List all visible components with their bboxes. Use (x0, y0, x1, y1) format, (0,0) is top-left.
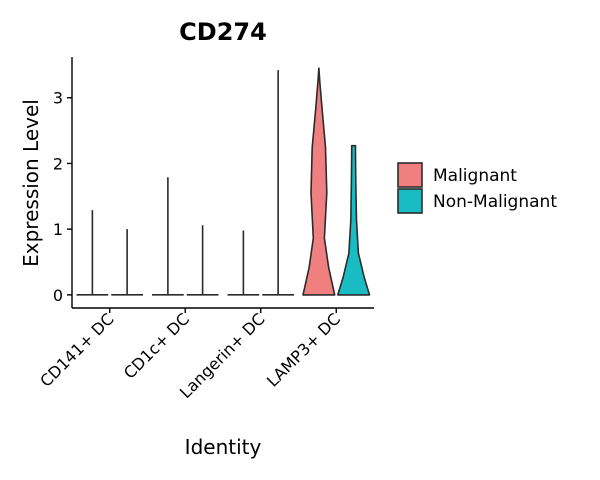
violin-malignant (76, 210, 109, 296)
x-tick-label: LAMP3+ DC (263, 309, 344, 390)
y-tick-label: 1 (53, 220, 63, 239)
violin-non-malignant (262, 70, 294, 296)
legend: Malignant Non-Malignant (397, 162, 557, 214)
violin-malignant (302, 67, 336, 296)
y-ticks-group: 0 1 2 3 (53, 89, 72, 305)
y-tick-label: 0 (53, 286, 63, 305)
legend-swatch-non-malignant (397, 188, 423, 214)
legend-label: Malignant (433, 166, 517, 186)
violin-malignant (227, 230, 260, 296)
legend-label: Non-Malignant (433, 192, 557, 212)
y-tick-label: 2 (53, 154, 63, 173)
violin-non-malignant (337, 144, 371, 296)
violin-non-malignant (186, 225, 219, 296)
violin-non-malignant (111, 229, 143, 296)
y-tick-label: 3 (53, 89, 63, 108)
violin-malignant (152, 177, 184, 296)
x-axis-title: Identity (185, 435, 262, 459)
legend-swatch-malignant (397, 162, 423, 188)
x-tick-label: CD141+ DC (36, 309, 117, 390)
violins-group (76, 67, 371, 296)
y-axis-title: Expression Level (19, 99, 43, 267)
x-tick-label: CD1c+ DC (120, 309, 193, 382)
chart-title: CD274 (179, 18, 267, 46)
